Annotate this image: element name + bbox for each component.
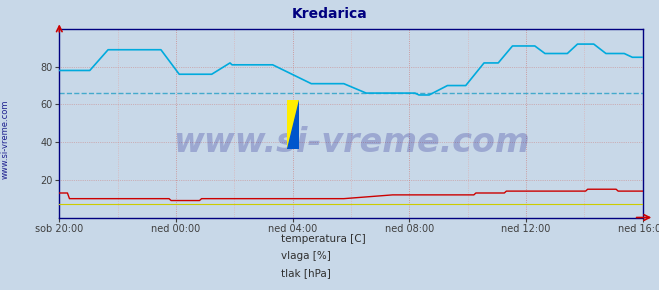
Text: temperatura [C]: temperatura [C] [281, 234, 366, 244]
Text: www.si-vreme.com: www.si-vreme.com [1, 99, 10, 179]
Text: tlak [hPa]: tlak [hPa] [281, 268, 331, 278]
Polygon shape [287, 100, 299, 149]
Text: www.si-vreme.com: www.si-vreme.com [173, 126, 529, 159]
Text: vlaga [%]: vlaga [%] [281, 251, 331, 261]
Text: Kredarica: Kredarica [292, 7, 367, 21]
